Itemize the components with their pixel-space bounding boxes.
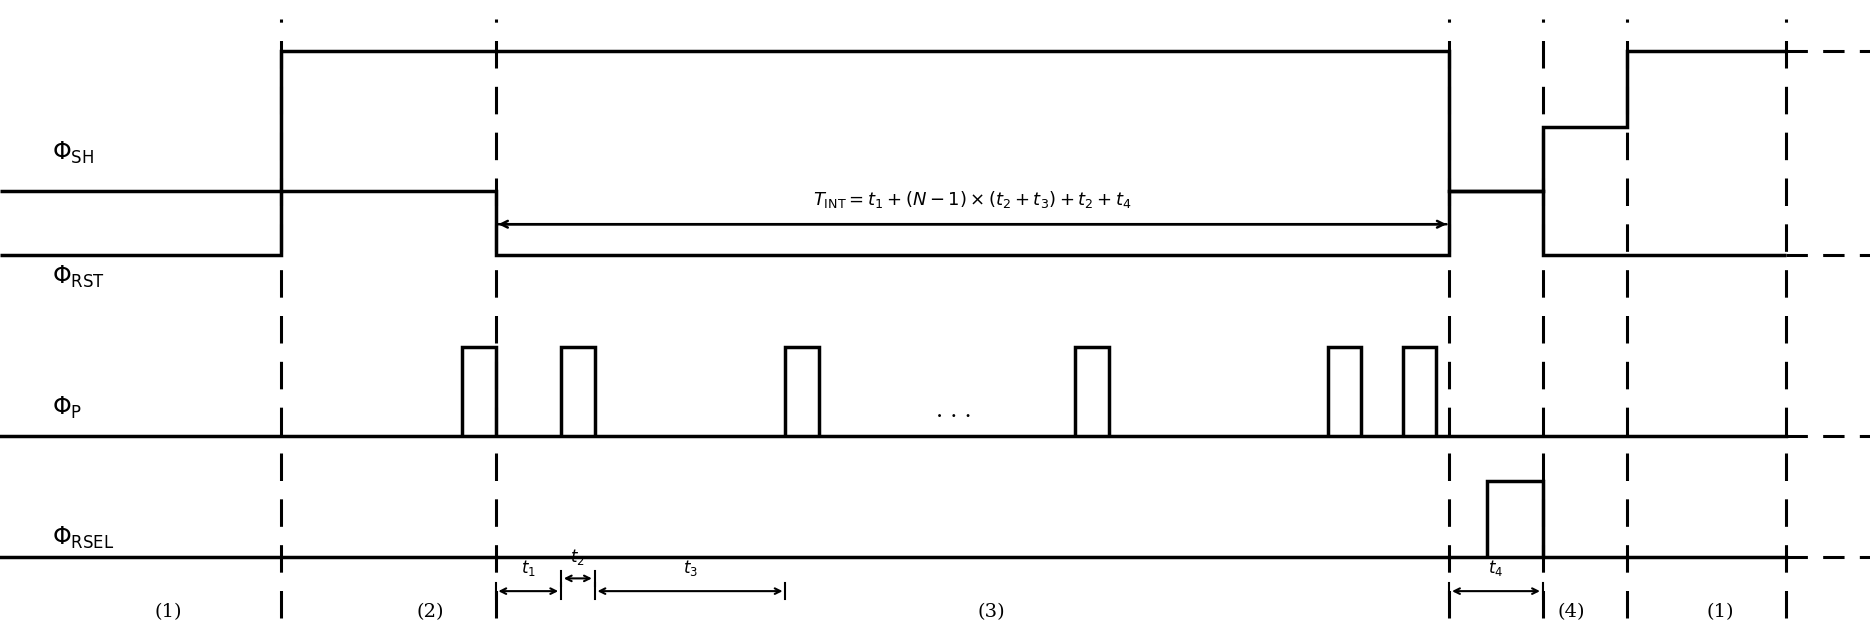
Text: (4): (4) (1558, 603, 1584, 621)
Text: $T_{\mathrm{INT}} = t_1+(N-1)\times(t_2+t_3)+t_2+t_4$: $T_{\mathrm{INT}} = t_1+(N-1)\times(t_2+… (813, 189, 1131, 210)
Text: . . .: . . . (935, 400, 972, 422)
Text: (1): (1) (1707, 603, 1733, 621)
Text: $\Phi_{\mathrm{RST}}$: $\Phi_{\mathrm{RST}}$ (52, 264, 105, 290)
Text: (1): (1) (155, 603, 181, 621)
Text: $\Phi_{\mathrm{SH}}$: $\Phi_{\mathrm{SH}}$ (52, 140, 95, 166)
Text: $\Phi_{\mathrm{RSEL}}$: $\Phi_{\mathrm{RSEL}}$ (52, 525, 114, 552)
Text: $\Phi_{\mathrm{P}}$: $\Phi_{\mathrm{P}}$ (52, 394, 82, 421)
Text: $t_3$: $t_3$ (683, 559, 698, 578)
Text: $t_2$: $t_2$ (570, 547, 585, 567)
Text: (2): (2) (417, 603, 443, 621)
Text: $t_1$: $t_1$ (522, 559, 535, 578)
Text: (3): (3) (978, 603, 1004, 621)
Text: $t_4$: $t_4$ (1489, 559, 1503, 578)
